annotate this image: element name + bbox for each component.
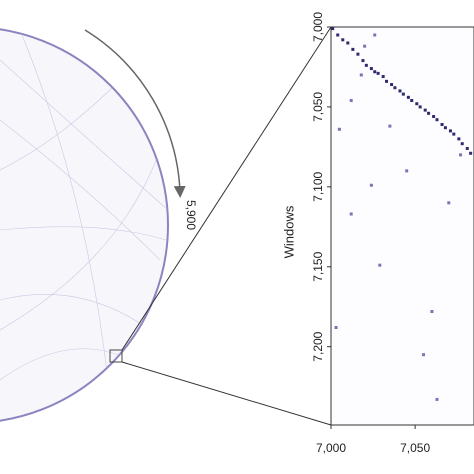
point — [435, 397, 439, 401]
point — [378, 263, 382, 267]
y-tick-label: 7,050 — [311, 92, 325, 122]
point — [401, 92, 405, 96]
point — [363, 44, 367, 48]
point — [469, 151, 473, 155]
point — [460, 142, 464, 146]
y-tick-label: 7,200 — [311, 331, 325, 361]
point — [432, 115, 436, 119]
point — [459, 153, 463, 157]
point — [376, 71, 380, 75]
point — [406, 95, 410, 99]
point — [369, 183, 373, 187]
point — [349, 212, 353, 216]
point — [361, 59, 365, 63]
point — [346, 41, 350, 45]
zoom-line — [121, 361, 332, 426]
zoom-box — [109, 349, 123, 363]
point — [349, 99, 353, 103]
y-axis-label: Windows — [281, 205, 296, 258]
point — [334, 325, 338, 329]
point — [427, 111, 431, 115]
point — [422, 353, 426, 357]
point — [369, 67, 373, 71]
y-tick-label: 7,150 — [311, 251, 325, 281]
annotation: 5,900 — [184, 200, 198, 230]
point — [336, 33, 340, 37]
point — [331, 27, 335, 31]
point — [405, 169, 409, 173]
point — [452, 132, 456, 136]
point — [415, 102, 419, 106]
arrow — [84, 29, 186, 198]
point — [337, 127, 341, 131]
point — [448, 129, 452, 133]
circle — [0, 28, 169, 422]
circle-plot — [0, 28, 169, 422]
point — [423, 108, 427, 112]
point — [364, 63, 368, 67]
point — [440, 123, 444, 127]
x-tick-label: 7,050 — [400, 441, 430, 455]
y-tick-label: 7,000 — [311, 12, 325, 42]
plot-area — [330, 26, 474, 426]
point — [457, 137, 461, 141]
point — [388, 124, 392, 128]
point — [465, 146, 469, 150]
point — [373, 33, 377, 37]
point — [351, 47, 355, 51]
chords — [0, 29, 168, 401]
point — [356, 52, 360, 56]
point — [385, 79, 389, 83]
point — [359, 73, 363, 77]
point — [435, 118, 439, 122]
point — [390, 83, 394, 87]
point — [430, 310, 434, 314]
point — [341, 38, 345, 42]
point — [393, 86, 397, 90]
point — [410, 99, 414, 103]
point — [443, 126, 447, 130]
point — [373, 70, 377, 74]
y-tick-label: 7,100 — [311, 171, 325, 201]
point — [418, 105, 422, 109]
x-tick-label: 7,000 — [316, 441, 346, 455]
point — [398, 89, 402, 93]
point — [381, 75, 385, 79]
zoom-line — [121, 26, 332, 351]
point — [447, 201, 451, 205]
